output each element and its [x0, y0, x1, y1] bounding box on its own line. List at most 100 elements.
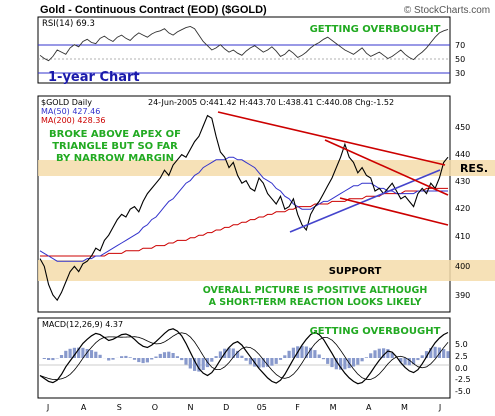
- outlook-note-line-2: A SHORT-TERM REACTION LOOKS LIKELY: [209, 297, 422, 308]
- channel-lower-trendline: [339, 197, 449, 226]
- macd-histogram-bar: [98, 354, 102, 358]
- macd-histogram-bar: [420, 355, 424, 358]
- price-series-line: [39, 114, 449, 302]
- macd-histogram-bar: [369, 353, 373, 358]
- macd-histogram-bar: [339, 358, 343, 370]
- macd-histogram-bar: [244, 358, 248, 361]
- macd-histogram-bar: [51, 358, 55, 361]
- macd-histogram-bar: [317, 354, 321, 358]
- price-tick-440: 440: [455, 150, 470, 159]
- macd-histogram-bar: [188, 358, 192, 369]
- macd-histogram-bar: [407, 358, 411, 366]
- macd-histogram-bar: [145, 358, 149, 363]
- macd-histogram-bar: [94, 351, 98, 358]
- resistance-label: RES.: [460, 162, 488, 175]
- triangle-upper-trendline: [217, 111, 446, 166]
- macd-histogram-bar: [373, 350, 377, 358]
- macd-histogram-bar: [150, 358, 154, 360]
- macd-histogram-bar: [107, 358, 111, 361]
- x-axis-label: J: [438, 403, 441, 412]
- macd-histogram-bar: [291, 347, 295, 358]
- price-tick-420: 420: [455, 204, 470, 213]
- ma200-line: [40, 187, 448, 257]
- price-panel: $GOLD Daily 24-Jun-2005 O:441.42 H:443.7…: [37, 95, 495, 313]
- copyright-text: © StockCharts.com: [404, 5, 490, 16]
- macd-tick-5: 5.0: [455, 340, 468, 349]
- x-axis-label: F: [295, 403, 300, 412]
- macd-histogram-bar: [266, 358, 270, 367]
- macd-histogram-bar: [184, 358, 188, 365]
- macd-tick-neg2-5: -2.5: [455, 375, 471, 384]
- macd-histogram: [42, 345, 450, 372]
- macd-histogram-bar: [334, 358, 338, 370]
- macd-histogram-bar: [89, 350, 94, 358]
- macd-histogram-bar: [283, 355, 287, 358]
- macd-histogram-bar: [180, 358, 184, 361]
- price-symbol: $GOLD Daily: [41, 98, 92, 107]
- macd-histogram-bar: [399, 358, 403, 363]
- price-tick-410: 410: [455, 232, 470, 241]
- channel-upper-trendline: [324, 139, 449, 196]
- macd-histogram-bar: [85, 349, 89, 358]
- x-axis-label: A: [81, 403, 87, 412]
- macd-histogram-bar: [412, 358, 416, 365]
- ma200-label: MA(200) 428.36: [41, 116, 105, 125]
- macd-histogram-bar: [210, 358, 214, 362]
- rsi-label: RSI(14) 69.3: [42, 19, 95, 29]
- apex-note-line-1: BROKE ABOVE APEX OF: [49, 129, 181, 140]
- macd-histogram-bar: [278, 358, 283, 360]
- macd-histogram-bar: [351, 358, 356, 367]
- x-axis: J A S O N D 05 F M A M J: [46, 403, 441, 412]
- macd-histogram-bar: [111, 358, 115, 360]
- rsi-tick-70: 70: [455, 41, 465, 50]
- macd-histogram-bar: [59, 355, 64, 358]
- macd-histogram-bar: [171, 353, 175, 358]
- macd-histogram-bar: [68, 348, 72, 358]
- macd-signal-line: [39, 332, 449, 381]
- price-quote: 24-Jun-2005 O:441.42 H:443.70 L:438.41 C…: [148, 98, 394, 107]
- macd-histogram-bar: [446, 351, 450, 358]
- macd-label: MACD(12,26,9) 4.37: [42, 320, 123, 329]
- macd-panel: MACD(12,26,9) 4.37 GETTING OVERBOUGHT 5.…: [37, 317, 471, 399]
- macd-histogram-bar: [154, 356, 158, 358]
- macd-histogram-bar: [403, 358, 407, 365]
- x-axis-label: M: [401, 403, 408, 412]
- macd-histogram-bar: [300, 345, 304, 358]
- macd-histogram-bar: [377, 348, 381, 358]
- macd-histogram-bar: [424, 351, 429, 358]
- macd-histogram-bar: [386, 349, 390, 358]
- one-year-chart-label: 1-year Chart: [48, 70, 140, 85]
- macd-histogram-bar: [274, 358, 278, 364]
- macd-annotation: GETTING OVERBOUGHT: [310, 326, 441, 337]
- support-label: SUPPORT: [329, 266, 382, 277]
- macd-histogram-bar: [343, 358, 347, 370]
- rsi-tick-50: 50: [455, 55, 465, 64]
- macd-histogram-bar: [240, 355, 244, 358]
- macd-tick-neg5: -5.0: [455, 387, 471, 396]
- price-tick-430: 430: [455, 177, 470, 186]
- resistance-band: [38, 160, 495, 176]
- macd-histogram-bar: [141, 358, 145, 364]
- macd-histogram-bar: [287, 350, 291, 358]
- macd-histogram-bar: [175, 356, 179, 358]
- macd-histogram-bar: [429, 348, 433, 358]
- macd-histogram-bar: [257, 358, 261, 368]
- x-axis-label: N: [188, 403, 194, 412]
- macd-histogram-bar: [433, 346, 437, 358]
- price-tick-390: 390: [455, 291, 470, 300]
- x-axis-label: D: [223, 403, 229, 412]
- macd-histogram-bar: [128, 357, 132, 358]
- macd-histogram-bar: [214, 356, 218, 358]
- macd-histogram-bar: [390, 352, 394, 358]
- macd-histogram-bar: [356, 358, 360, 365]
- apex-note-line-2: TRIANGLE BUT SO FAR: [52, 141, 178, 152]
- macd-histogram-bar: [47, 358, 51, 360]
- price-tick-450: 450: [455, 123, 470, 132]
- macd-histogram-bar: [360, 358, 364, 362]
- outlook-note-line-1: OVERALL PICTURE IS POSITIVE ALTHOUGH: [203, 285, 428, 296]
- macd-histogram-bar: [81, 347, 85, 358]
- macd-histogram-bar: [248, 358, 252, 365]
- macd-histogram-bar: [197, 358, 201, 372]
- macd-histogram-bar: [304, 346, 308, 358]
